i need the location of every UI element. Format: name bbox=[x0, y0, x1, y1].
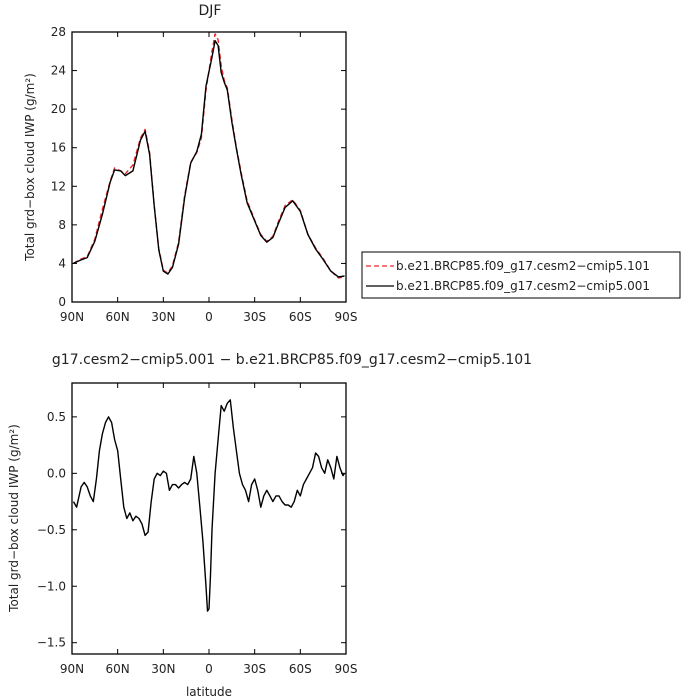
legend-label-001: b.e21.BRCP85.f09_g17.cesm2−cmip5.001 bbox=[396, 279, 650, 293]
legend-label-101: b.e21.BRCP85.f09_g17.cesm2−cmip5.101 bbox=[396, 259, 650, 273]
x-tick-label: 30N bbox=[151, 310, 175, 324]
y-tick-label: 4 bbox=[58, 256, 66, 270]
top-y-axis-label: Total grd−box cloud IWP (g/m²) bbox=[23, 73, 37, 262]
y-tick-label: 0 bbox=[58, 295, 66, 309]
series-line-difference bbox=[72, 399, 346, 612]
top-panel: DJF 90N 60N 30N 0 30S 60S 90S 0 4 8 12 16 20 24 28 To… bbox=[23, 3, 681, 324]
bottom-panel: g17.cesm2−cmip5.001 − b.e21.BRCP85.f09_g… bbox=[7, 352, 532, 699]
x-tick-label: 60N bbox=[106, 310, 130, 324]
y-tick-label: 28 bbox=[51, 25, 66, 39]
bottom-plot-frame bbox=[71, 382, 347, 655]
y-tick-label: 0.5 bbox=[47, 410, 66, 424]
y-tick-label: −1.0 bbox=[37, 579, 66, 593]
x-tick-label: 90S bbox=[335, 310, 358, 324]
legend-frame bbox=[361, 251, 681, 299]
x-tick-label: 30S bbox=[243, 662, 266, 676]
x-tick-label: 90S bbox=[335, 662, 358, 676]
x-tick-label: 30S bbox=[243, 310, 266, 324]
top-chart-title: DJF bbox=[199, 3, 222, 19]
x-tick-label: 60N bbox=[106, 662, 130, 676]
y-tick-label: 24 bbox=[51, 64, 66, 78]
y-tick-label: 12 bbox=[51, 179, 66, 193]
y-tick-label: 20 bbox=[51, 102, 66, 116]
bottom-y-axis-label: Total grd−box cloud IWP (g/m²) bbox=[7, 424, 21, 613]
bottom-x-axis-label: latitude bbox=[186, 685, 232, 699]
x-tick-label: 0 bbox=[205, 310, 213, 324]
x-tick-label: 60S bbox=[289, 310, 312, 324]
y-tick-label: 16 bbox=[51, 141, 66, 155]
x-tick-label: 90N bbox=[60, 310, 84, 324]
x-tick-label: 60S bbox=[289, 662, 312, 676]
y-tick-label: −0.5 bbox=[37, 523, 66, 537]
bottom-chart-title: g17.cesm2−cmip5.001 − b.e21.BRCP85.f09_g… bbox=[52, 352, 532, 368]
legend: b.e21.BRCP85.f09_g17.cesm2−cmip5.101 b.e… bbox=[361, 251, 681, 299]
x-tick-label: 90N bbox=[60, 662, 84, 676]
x-tick-label: 30N bbox=[151, 662, 175, 676]
y-tick-label: 8 bbox=[58, 218, 66, 232]
x-tick-label: 0 bbox=[205, 662, 213, 676]
y-tick-label: 0.0 bbox=[47, 466, 66, 480]
series-line-001 bbox=[73, 40, 345, 278]
y-tick-label: −1.5 bbox=[37, 636, 66, 650]
